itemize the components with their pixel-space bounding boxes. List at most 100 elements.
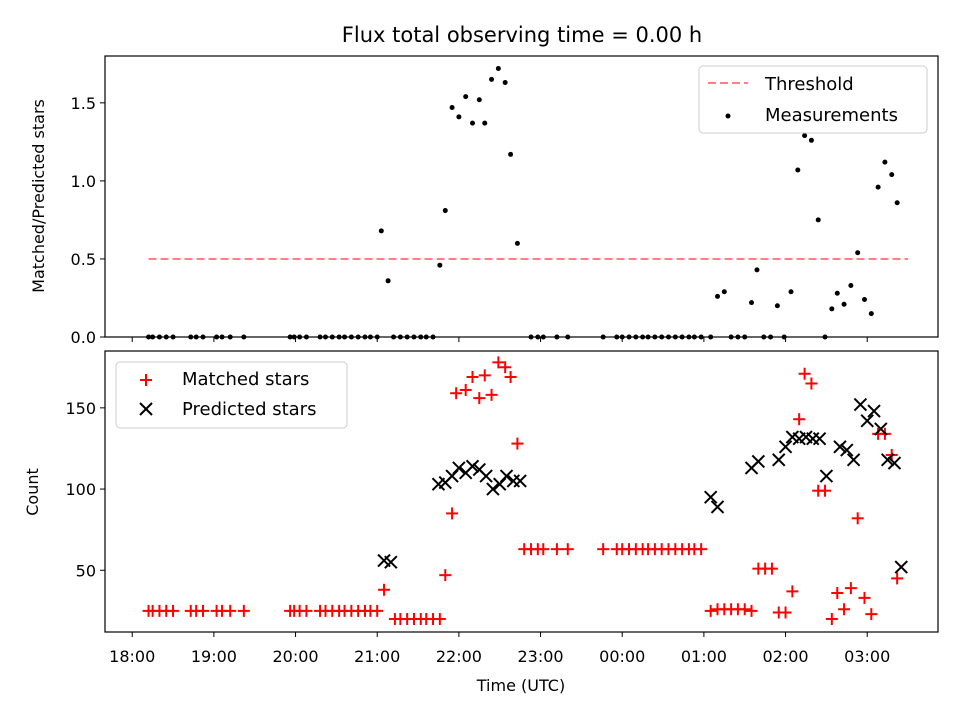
- measurement-point: [508, 151, 514, 157]
- top-legend-box: [698, 65, 928, 134]
- matched-stars-point: [485, 388, 498, 401]
- measurement-point: [788, 289, 794, 295]
- bottom-y-ticks: 50 100 150: [65, 399, 105, 580]
- predicted-stars-point: [880, 453, 895, 467]
- top-ytick-label: 0.0: [71, 328, 96, 347]
- matched-stars-point: [450, 387, 463, 400]
- measurement-point: [862, 297, 867, 303]
- matched-stars-point: [473, 392, 486, 405]
- measurement-point: [774, 303, 780, 309]
- measurement-point: [749, 300, 755, 306]
- top-y-ticks: 0.0 0.5 1.0 1.5: [71, 94, 105, 347]
- measurement-point: [456, 114, 462, 120]
- bottom-legend: Matched stars Predicted stars: [115, 361, 348, 429]
- bottom-ytick-label: 150: [65, 399, 96, 418]
- measurement-point: [463, 94, 469, 100]
- matched-stars-point: [561, 543, 574, 556]
- measurement-point: [855, 250, 861, 256]
- predicted-stars-point: [486, 482, 500, 496]
- measurement-point: [868, 311, 874, 317]
- bottom-xtick-label: 02:00: [763, 647, 809, 666]
- matched-stars-point: [793, 413, 806, 426]
- matched-stars-point: [167, 604, 180, 617]
- predicted-stars-point: [887, 456, 902, 470]
- predicted-stars-point: [894, 560, 908, 574]
- bottom-panel: 50 100 150 18:00 19:00 20:00 21:00 22:00 23:00 0…: [23, 350, 939, 695]
- predicted-stars-point: [833, 440, 847, 454]
- bottom-xtick-label: 21:00: [354, 647, 400, 666]
- bottom-ylabel: Count: [23, 468, 42, 516]
- predicted-stars-point: [499, 469, 514, 483]
- top-axes-frame: [104, 55, 939, 338]
- legend-matched-label: Matched stars: [182, 369, 309, 390]
- bottom-data-layer: [142, 356, 908, 626]
- legend-matched-swatch: [140, 374, 152, 386]
- measurement-point: [754, 267, 760, 273]
- matched-stars-point: [224, 604, 237, 617]
- matched-stars-point: [858, 591, 871, 604]
- matched-stars-point: [695, 543, 708, 556]
- matched-stars-point: [300, 604, 313, 617]
- matched-stars-point: [704, 604, 717, 617]
- predicted-stars-point: [452, 461, 466, 475]
- top-ytick-label: 1.0: [71, 172, 96, 191]
- measurement-point: [489, 76, 495, 82]
- measurement-point: [815, 217, 821, 223]
- predicted-stars-point: [846, 453, 861, 467]
- matched-stars-point: [798, 367, 811, 380]
- legend-measurements-swatch: [725, 113, 731, 119]
- predicted-stars-point: [867, 404, 881, 418]
- matched-stars-point: [433, 613, 446, 626]
- matched-stars-point: [825, 613, 838, 626]
- measurement-point: [882, 159, 888, 165]
- matched-stars-point: [492, 356, 505, 369]
- legend-measurements-label: Measurements: [765, 105, 898, 126]
- measurement-point: [721, 289, 727, 295]
- matched-stars-point: [831, 587, 844, 600]
- measurement-point: [385, 278, 391, 284]
- matched-stars-point: [197, 604, 209, 617]
- bottom-xlabel: Time (UTC): [476, 676, 565, 695]
- matched-stars-point: [378, 583, 391, 596]
- matched-stars-point: [851, 512, 864, 525]
- matched-stars-point: [504, 370, 517, 383]
- bottom-ytick-label: 50: [76, 561, 96, 580]
- matched-stars-point: [738, 603, 751, 616]
- matched-stars-point: [537, 543, 550, 556]
- matched-stars-point: [499, 361, 512, 374]
- matched-stars-point: [786, 585, 799, 598]
- matched-stars-point: [838, 603, 851, 616]
- predicted-stars-point: [513, 474, 527, 488]
- measurement-point: [808, 137, 814, 143]
- measurement-point: [437, 262, 443, 268]
- matched-stars-point: [865, 608, 878, 621]
- top-x-ticks: [131, 337, 868, 342]
- top-ylabel: Matched/Predicted stars: [29, 99, 48, 293]
- predicted-stars-point: [840, 443, 854, 457]
- legend-predicted-label: Predicted stars: [182, 399, 316, 420]
- predicted-stars-point: [853, 397, 868, 412]
- measurement-point: [875, 184, 881, 190]
- measurement-point: [495, 65, 501, 71]
- legend-predicted-swatch: [139, 402, 153, 416]
- measurement-point: [795, 167, 801, 173]
- measurement-point: [894, 200, 900, 206]
- predicted-stars-point: [703, 490, 718, 504]
- measurement-point: [442, 208, 448, 214]
- matched-stars-point: [805, 377, 818, 390]
- measurement-point: [476, 97, 482, 103]
- bottom-xtick-label: 23:00: [518, 647, 564, 666]
- matched-stars-point: [511, 437, 524, 450]
- matched-stars-point: [439, 569, 452, 582]
- measurement-point: [802, 133, 808, 139]
- bottom-x-ticks: 18:00 19:00 20:00 21:00 22:00 23:00 00:00 01:00…: [109, 632, 890, 666]
- matched-stars-point: [466, 370, 479, 383]
- matched-stars-point: [819, 484, 832, 497]
- matched-stars-point: [597, 543, 610, 556]
- matched-stars-point: [745, 604, 758, 617]
- top-title: Flux total observing time = 0.00 h: [342, 23, 702, 47]
- predicted-stars-point: [874, 422, 888, 436]
- measurement-point: [841, 301, 847, 307]
- matched-stars-point: [459, 383, 472, 396]
